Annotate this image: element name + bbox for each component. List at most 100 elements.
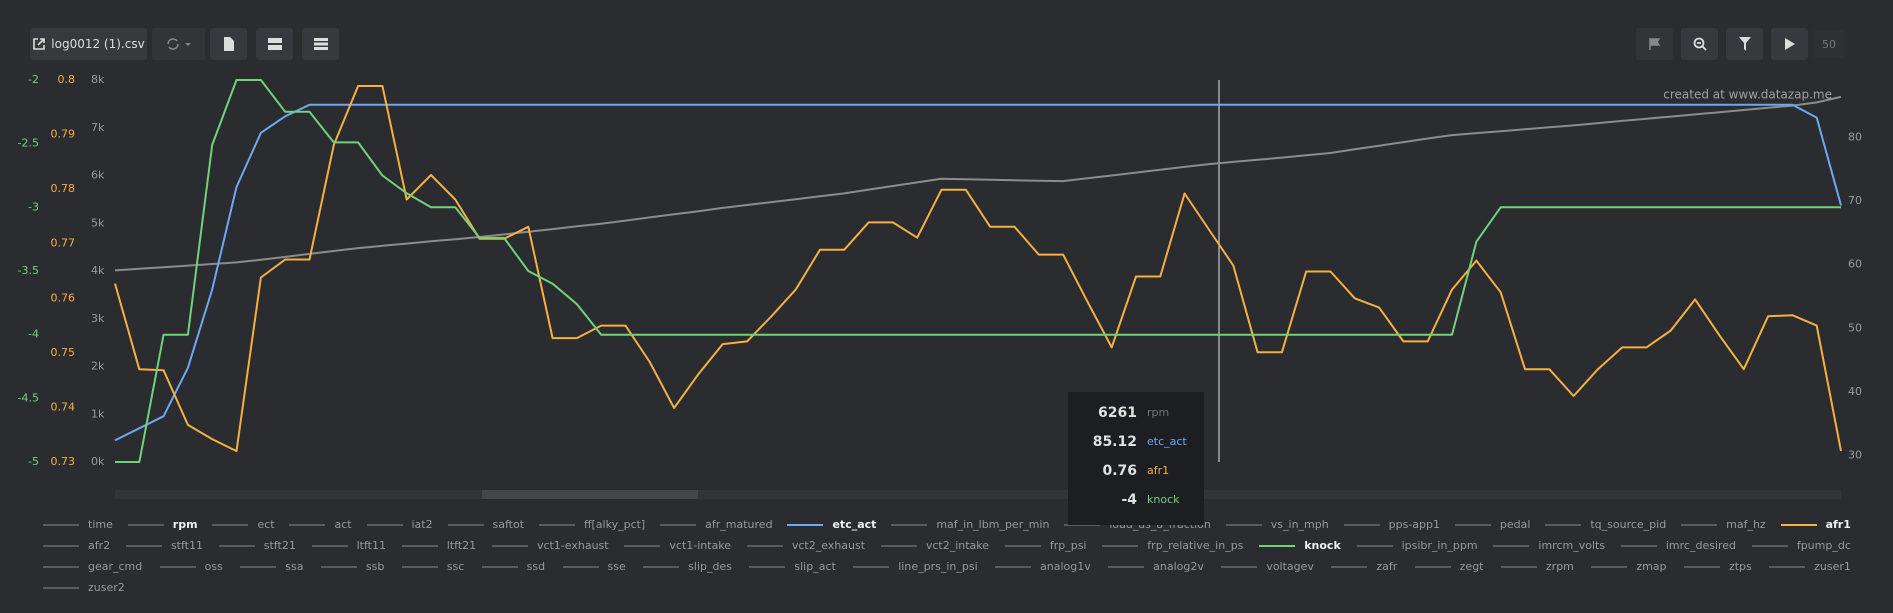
legend-label: iat2 — [411, 518, 433, 531]
legend-label: ff[alky_pct] — [583, 518, 646, 531]
legend-swatch — [1221, 565, 1258, 568]
legend-item[interactable]: frp_relative_in_ps — [1102, 539, 1243, 552]
legend-swatch — [311, 544, 348, 547]
legend-item[interactable]: maf_hz — [1681, 518, 1766, 531]
legend-item[interactable]: pps-app1 — [1343, 518, 1440, 531]
legend-swatch — [127, 523, 164, 526]
legend-item[interactable]: etc_act — [787, 518, 876, 531]
legend-label: line_prs_in_psi — [898, 560, 978, 573]
legend-item[interactable]: vct2_exhaust — [746, 539, 865, 552]
legend-label: gear_cmd — [88, 560, 143, 573]
legend-item[interactable]: act — [289, 518, 352, 531]
legend-swatch — [562, 565, 599, 568]
legend-swatch — [212, 523, 249, 526]
legend-item[interactable]: vct1-intake — [624, 539, 731, 552]
legend-item[interactable]: zuser2 — [43, 581, 125, 594]
legend-item[interactable]: gear_cmd — [43, 560, 142, 573]
legend-item[interactable]: afr1 — [1780, 518, 1851, 531]
legend-label: ltft21 — [446, 539, 477, 552]
legend-item[interactable]: stft11 — [125, 539, 203, 552]
legend-item[interactable]: afr_matured — [660, 518, 773, 531]
legend-item[interactable]: voltagev — [1221, 560, 1314, 573]
tooltip: 6261 rpm 85.12 etc_act 0.76 afr1 -4 knock — [1068, 392, 1204, 525]
legend-item[interactable]: imrcm_volts — [1493, 539, 1605, 552]
legend-item[interactable]: afr2 — [43, 539, 110, 552]
legend-item[interactable]: ssb — [320, 560, 384, 573]
play-button[interactable] — [1771, 28, 1808, 60]
legend-label: rpm — [172, 518, 198, 531]
legend-item[interactable]: slip_act — [749, 560, 836, 573]
legend-item[interactable]: ssc — [401, 560, 464, 573]
tooltip-value: 85.12 — [1092, 433, 1137, 450]
legend-item[interactable]: analog1v — [995, 560, 1091, 573]
list-button[interactable] — [302, 28, 339, 60]
legend-item[interactable]: slip_des — [643, 560, 732, 573]
legend-item[interactable]: analog2v — [1108, 560, 1204, 573]
legend-item[interactable]: stft21 — [218, 539, 296, 552]
layout-icon — [267, 38, 282, 50]
legend-item[interactable]: rpm — [127, 518, 198, 531]
legend-item[interactable]: ssd — [481, 560, 546, 573]
scroll-thumb[interactable] — [482, 490, 698, 499]
legend-label: ssa — [285, 560, 304, 573]
legend-label: slip_des — [688, 560, 732, 573]
legend-item[interactable]: zuser1 — [1769, 560, 1851, 573]
flag-button[interactable] — [1636, 28, 1673, 60]
legend-label: ztps — [1728, 560, 1752, 573]
scroll-track[interactable] — [115, 490, 1841, 499]
legend-item[interactable]: vs_in_mph — [1225, 518, 1329, 531]
y-tick-label: 60 — [1848, 258, 1862, 271]
legend-item[interactable]: maf_in_lbm_per_min — [891, 518, 1049, 531]
legend-item[interactable]: oss — [159, 560, 223, 573]
legend-item[interactable]: zmap — [1591, 560, 1667, 573]
filter-button[interactable] — [1726, 28, 1763, 60]
legend-item[interactable]: ssa — [240, 560, 303, 573]
legend-swatch — [1683, 565, 1720, 568]
legend-item[interactable]: tq_source_pid — [1545, 518, 1666, 531]
legend-item[interactable]: vct1-exhaust — [491, 539, 609, 552]
legend-item[interactable]: knock — [1259, 539, 1341, 552]
legend-item[interactable]: zafr — [1331, 560, 1397, 573]
legend-swatch — [749, 565, 786, 568]
legend-item[interactable]: zrpm — [1500, 560, 1574, 573]
legend-item[interactable]: ltft21 — [401, 539, 477, 552]
legend-item[interactable]: line_prs_in_psi — [853, 560, 978, 573]
y-tick-label: 0.78 — [51, 182, 76, 195]
y-tick-label: 50 — [1848, 321, 1862, 334]
file-icon-button[interactable] — [210, 28, 247, 60]
legend-item[interactable]: fpump_dc — [1751, 539, 1851, 552]
legend-swatch — [320, 565, 357, 568]
legend-label: imrc_desired — [1665, 539, 1737, 552]
y-tick-label: 1k — [91, 407, 105, 420]
open-icon — [33, 38, 46, 50]
legend-item[interactable]: imrc_desired — [1620, 539, 1737, 552]
speed-input[interactable]: 50 — [1813, 30, 1845, 58]
list-icon — [313, 38, 328, 50]
legend-item[interactable]: ltft11 — [311, 539, 386, 552]
legend-item[interactable]: ect — [212, 518, 275, 531]
legend-label: oss — [204, 560, 223, 573]
reload-button[interactable] — [152, 28, 205, 60]
file-button[interactable]: log0012 (1).csv — [30, 28, 147, 60]
legend-item[interactable]: time — [43, 518, 113, 531]
legend-label: ssd — [526, 560, 546, 573]
legend-item[interactable]: iat2 — [366, 518, 433, 531]
legend-item[interactable]: ztps — [1683, 560, 1752, 573]
zoom-button[interactable] — [1681, 28, 1718, 60]
legend-label: stft11 — [170, 539, 203, 552]
legend-swatch — [538, 523, 575, 526]
legend-item[interactable]: ipsibr_in_ppm — [1356, 539, 1478, 552]
legend-item[interactable]: sse — [562, 560, 626, 573]
legend-swatch — [1591, 565, 1628, 568]
legend-item[interactable]: pedal — [1454, 518, 1530, 531]
legend-item[interactable]: frp_psi — [1004, 539, 1087, 552]
layout-button[interactable] — [256, 28, 293, 60]
legend-item[interactable]: saftot — [447, 518, 524, 531]
legend-label: analog2v — [1153, 560, 1204, 573]
legend-item[interactable]: zegt — [1414, 560, 1484, 573]
legend-item[interactable]: ff[alky_pct] — [538, 518, 646, 531]
legend-swatch — [289, 523, 326, 526]
legend-swatch — [853, 565, 890, 568]
legend-swatch — [1769, 565, 1806, 568]
legend-item[interactable]: vct2_intake — [880, 539, 989, 552]
